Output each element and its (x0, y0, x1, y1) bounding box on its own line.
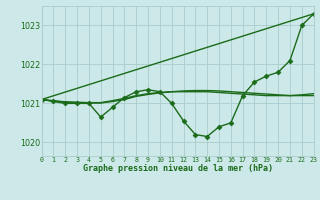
X-axis label: Graphe pression niveau de la mer (hPa): Graphe pression niveau de la mer (hPa) (83, 164, 273, 173)
